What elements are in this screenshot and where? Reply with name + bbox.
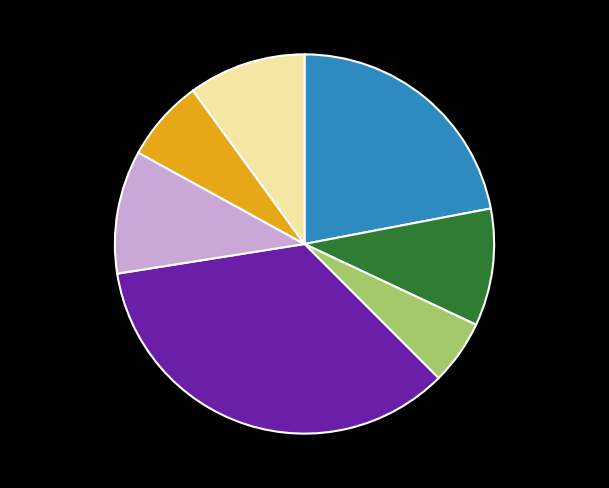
Wedge shape <box>117 244 438 434</box>
Wedge shape <box>138 91 304 244</box>
Wedge shape <box>304 54 491 244</box>
Wedge shape <box>115 153 304 274</box>
Wedge shape <box>304 244 476 378</box>
Wedge shape <box>304 208 494 325</box>
Wedge shape <box>193 54 304 244</box>
